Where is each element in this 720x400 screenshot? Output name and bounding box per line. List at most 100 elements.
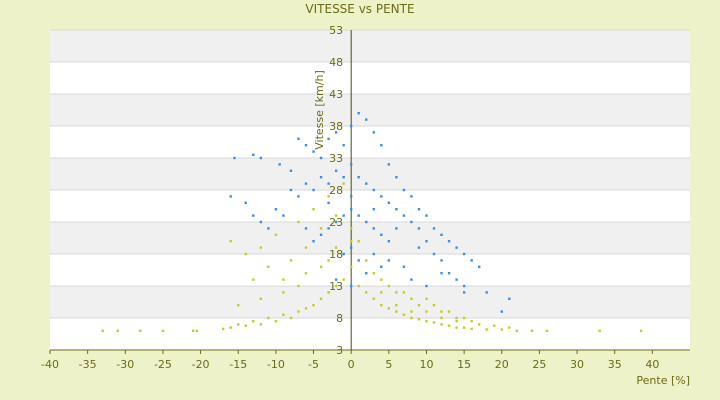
data-point-yellow	[372, 297, 375, 300]
data-point-blue	[252, 153, 255, 156]
x-tick-label: -20	[192, 358, 210, 371]
data-point-yellow	[530, 329, 534, 332]
data-point-yellow	[312, 208, 315, 211]
x-tick-label: -25	[154, 358, 172, 371]
data-point-yellow	[380, 304, 383, 307]
data-point-yellow	[462, 326, 466, 329]
data-point-blue	[402, 214, 406, 217]
data-point-yellow	[244, 324, 247, 327]
data-point-blue	[387, 201, 391, 204]
data-point-yellow	[304, 307, 308, 310]
data-point-yellow	[342, 278, 345, 281]
data-point-blue	[349, 208, 353, 211]
grid-band	[50, 222, 690, 254]
y-tick-label: 43	[329, 88, 343, 101]
data-point-blue	[334, 220, 338, 224]
data-point-yellow	[470, 320, 473, 323]
data-point-yellow	[319, 297, 323, 300]
data-point-yellow	[455, 326, 458, 329]
data-point-blue	[455, 278, 458, 281]
y-axis-label: Vitesse [km/h]	[313, 70, 326, 150]
data-point-yellow	[259, 246, 263, 249]
data-point-blue	[417, 208, 421, 211]
data-point-yellow	[365, 291, 368, 294]
data-point-yellow	[297, 220, 300, 224]
data-point-yellow	[432, 321, 436, 324]
data-point-yellow	[455, 320, 458, 323]
data-point-yellow	[417, 318, 421, 321]
data-point-yellow	[221, 327, 225, 331]
data-point-yellow	[259, 297, 263, 300]
data-point-yellow	[319, 265, 323, 268]
data-point-blue	[455, 246, 458, 249]
data-point-yellow	[274, 233, 278, 236]
data-point-yellow	[327, 259, 330, 262]
data-point-blue	[233, 156, 236, 160]
data-point-yellow	[395, 310, 398, 313]
data-point-yellow	[259, 323, 263, 326]
data-point-blue	[447, 272, 451, 275]
data-point-yellow	[349, 240, 353, 243]
data-point-blue	[380, 195, 383, 198]
x-tick-label: -5	[308, 358, 319, 371]
data-point-blue	[229, 195, 232, 198]
y-tick-label: 38	[329, 120, 343, 133]
data-point-blue	[470, 259, 473, 262]
data-point-blue	[425, 214, 428, 217]
data-point-yellow	[440, 310, 443, 313]
data-point-blue	[402, 188, 406, 192]
data-point-blue	[372, 131, 375, 134]
data-point-yellow	[267, 316, 270, 320]
data-point-blue	[410, 195, 413, 198]
data-point-yellow	[425, 297, 428, 300]
x-tick-label: 10	[419, 358, 433, 371]
data-point-blue	[349, 124, 353, 128]
data-point-yellow	[372, 272, 375, 275]
data-point-blue	[425, 284, 428, 288]
x-tick-label: -10	[267, 358, 285, 371]
data-point-blue	[357, 214, 360, 217]
data-point-yellow	[485, 328, 488, 331]
data-point-blue	[402, 265, 406, 268]
data-point-yellow	[297, 310, 300, 313]
data-point-yellow	[289, 316, 293, 320]
data-point-blue	[244, 201, 247, 204]
data-point-yellow	[380, 291, 383, 294]
data-point-blue	[342, 144, 345, 147]
data-point-blue	[462, 291, 466, 294]
data-point-blue	[440, 233, 443, 236]
data-point-blue	[342, 214, 345, 217]
data-point-yellow	[267, 265, 270, 268]
data-point-blue	[357, 176, 360, 179]
data-point-yellow	[229, 240, 232, 243]
data-point-yellow	[327, 195, 330, 198]
data-point-blue	[440, 259, 443, 262]
data-point-yellow	[282, 313, 285, 316]
data-point-yellow	[334, 214, 338, 217]
data-point-blue	[477, 265, 481, 268]
data-point-yellow	[237, 323, 240, 326]
data-point-blue	[447, 240, 451, 243]
data-point-yellow	[410, 310, 413, 313]
data-point-blue	[297, 137, 300, 140]
data-point-yellow	[282, 291, 285, 294]
data-point-blue	[349, 163, 353, 166]
data-point-blue	[274, 208, 278, 211]
data-point-yellow	[237, 304, 240, 307]
data-point-blue	[432, 227, 436, 230]
x-axis-label: Pente [%]	[636, 374, 690, 387]
data-point-yellow	[349, 227, 353, 230]
data-point-blue	[319, 156, 323, 160]
x-tick-label: 25	[532, 358, 546, 371]
data-point-yellow	[395, 304, 398, 307]
data-point-blue	[485, 291, 488, 294]
x-tick-label: 5	[385, 358, 392, 371]
data-point-blue	[297, 195, 300, 198]
data-point-yellow	[515, 329, 519, 332]
data-point-blue	[342, 252, 345, 256]
grid-band	[50, 30, 690, 62]
data-point-blue	[500, 310, 503, 313]
data-point-blue	[372, 227, 375, 230]
